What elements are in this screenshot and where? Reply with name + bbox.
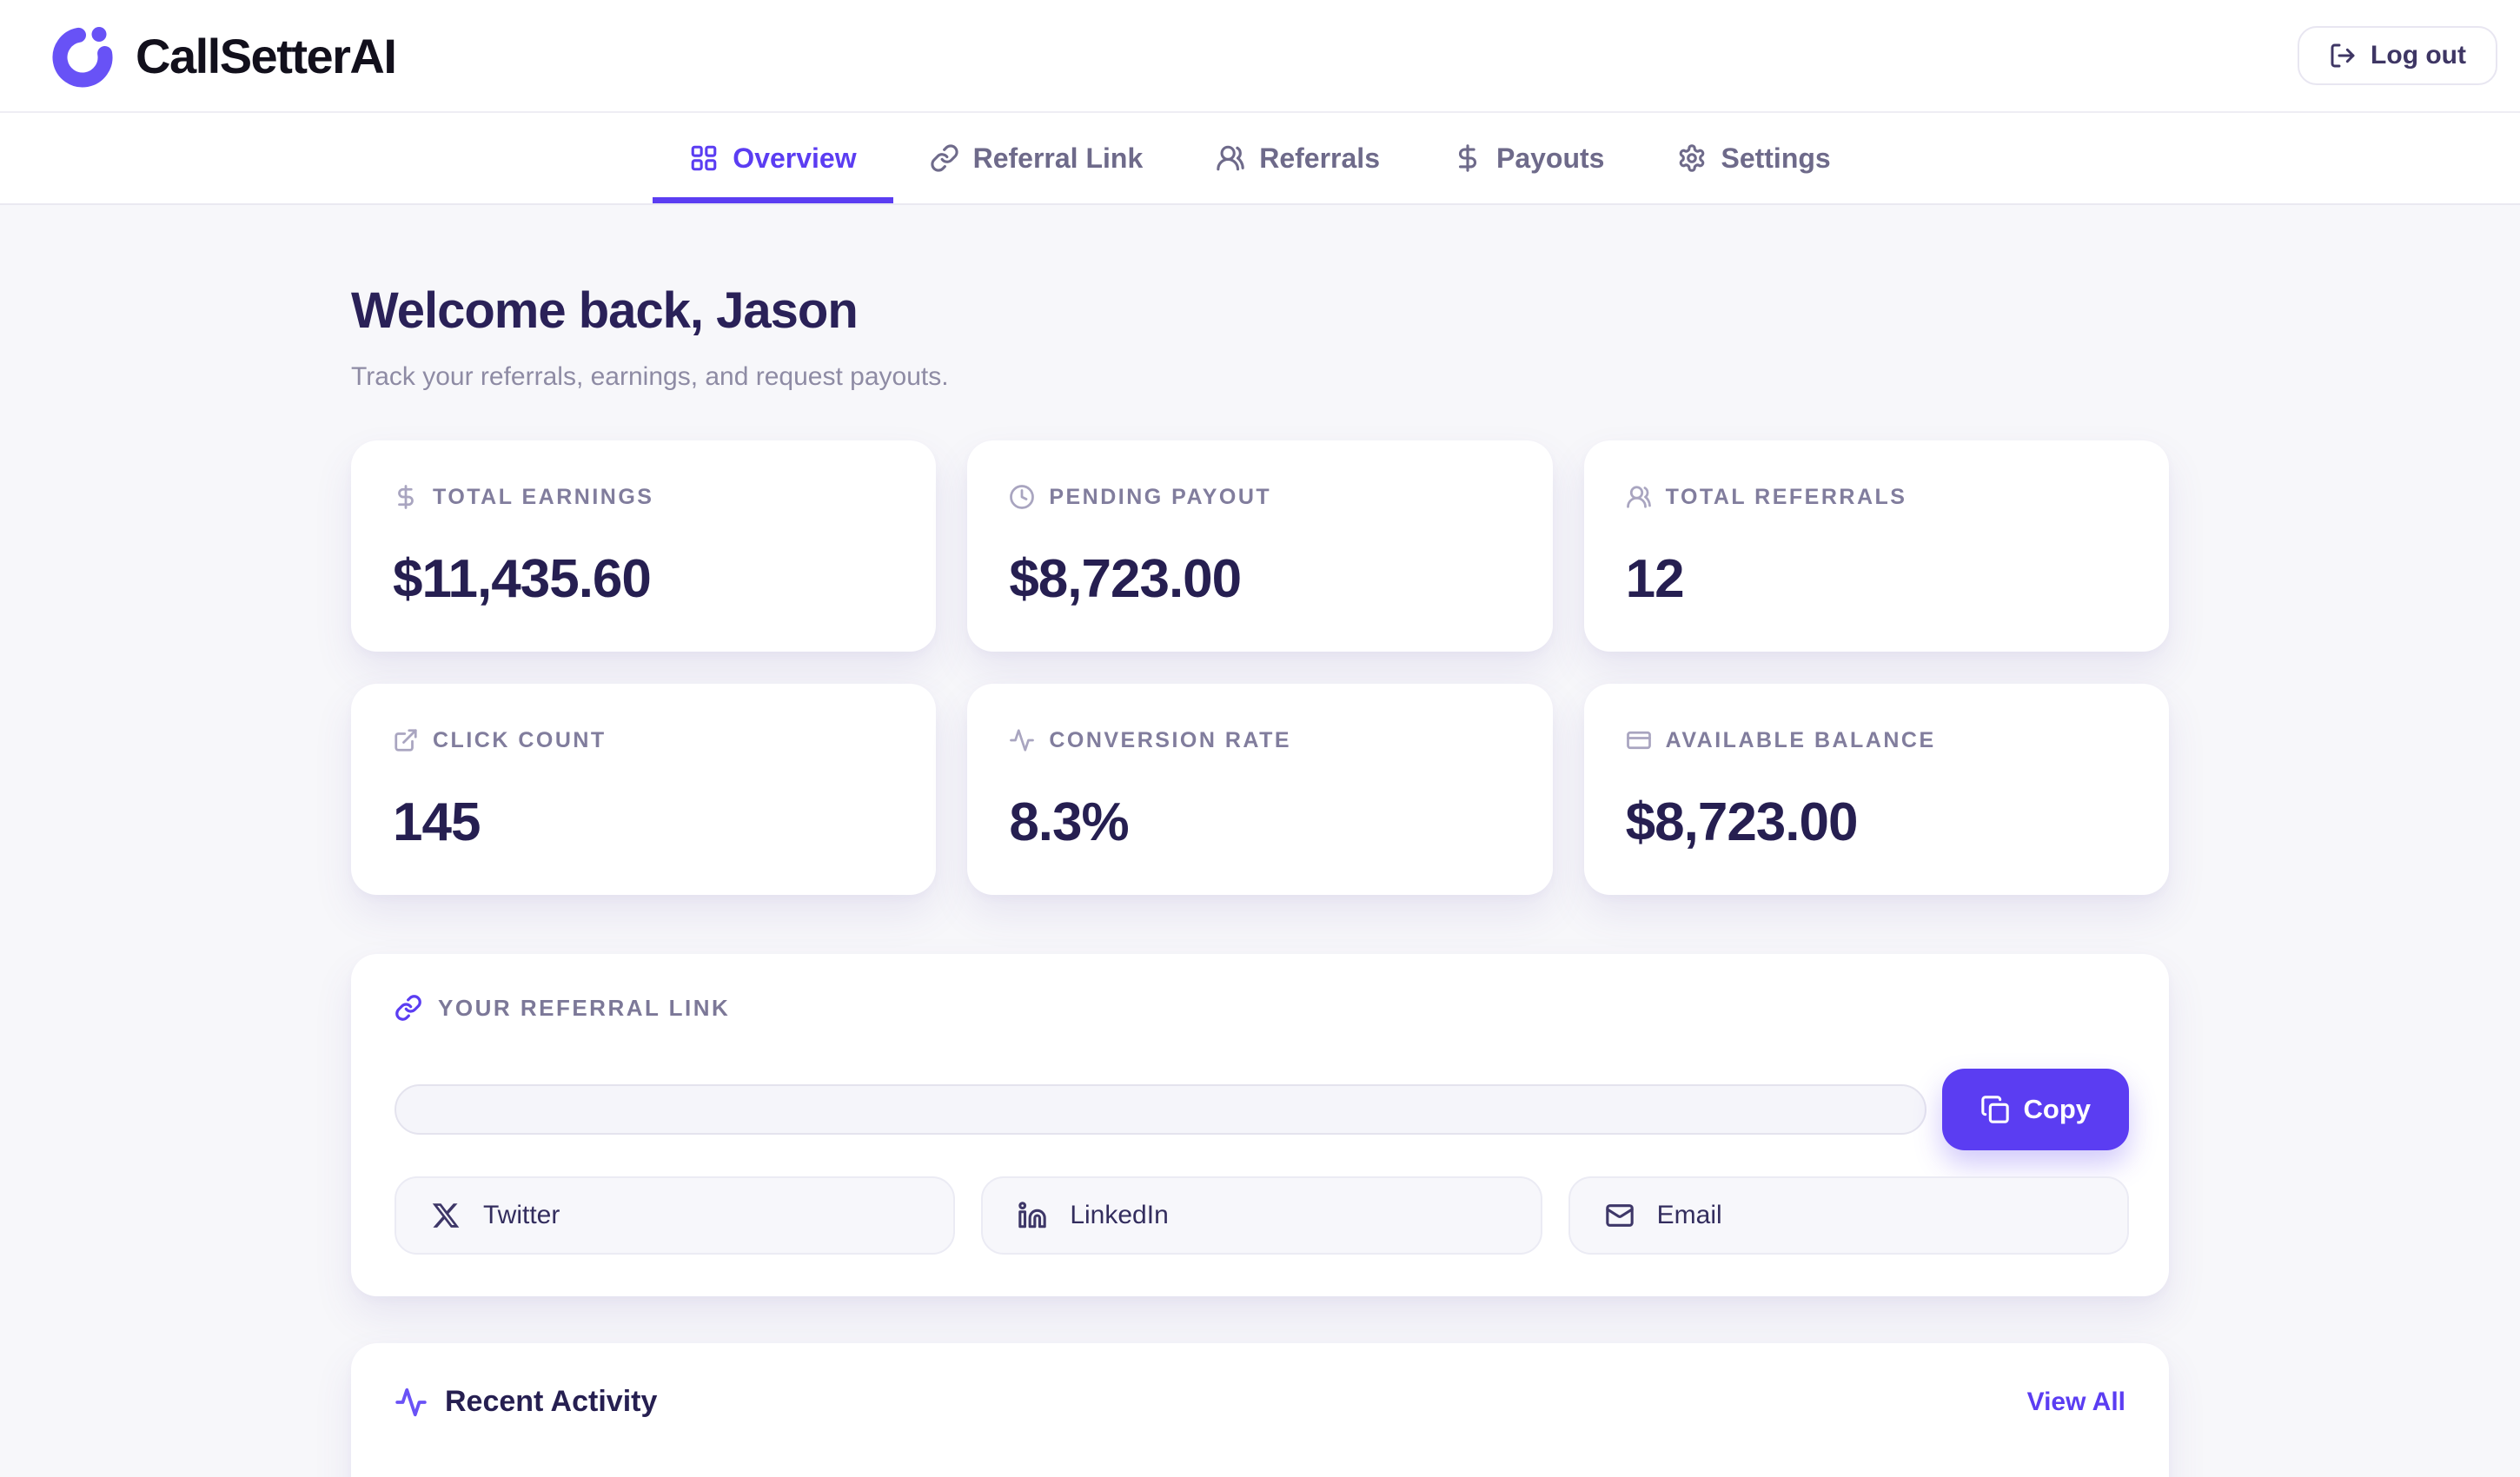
tab-label: Overview	[733, 142, 857, 174]
stat-label: Total Referrals	[1665, 484, 1907, 509]
view-all-link[interactable]: View All	[2026, 1387, 2125, 1416]
stat-value: 145	[393, 792, 481, 852]
logout-label: Log out	[2371, 41, 2466, 70]
copy-button[interactable]: Copy	[1941, 1069, 2129, 1150]
activity-title: Recent Activity	[445, 1385, 658, 1418]
credit-card-icon	[1626, 727, 1652, 753]
stat-value: 8.3%	[1009, 792, 1129, 852]
users-icon	[1626, 484, 1652, 510]
x-logo-icon	[431, 1201, 461, 1230]
share-label: Email	[1656, 1201, 1722, 1229]
users-icon	[1216, 143, 1245, 173]
referral-link-card: Your Referral Link Copy Twitte	[351, 954, 2169, 1296]
linkedin-icon	[1018, 1201, 1047, 1230]
logout-icon	[2329, 42, 2357, 70]
tab-settings[interactable]: Settings	[1641, 113, 1867, 203]
stat-label: Total Earnings	[433, 484, 654, 509]
share-label: Twitter	[483, 1201, 560, 1229]
tab-overview[interactable]: Overview	[653, 113, 893, 203]
activity-icon	[395, 1386, 428, 1419]
tab-payouts[interactable]: Payouts	[1416, 113, 1641, 203]
logout-button[interactable]: Log out	[2298, 26, 2497, 85]
stat-value: $11,435.60	[393, 549, 652, 609]
link-icon	[930, 143, 959, 173]
main-nav: Overview Referral Link Referrals Payouts	[0, 113, 2520, 205]
clock-icon	[1009, 484, 1035, 510]
tab-referral-link[interactable]: Referral Link	[893, 113, 1180, 203]
tab-referrals[interactable]: Referrals	[1179, 113, 1416, 203]
page-title: Welcome back, Jason	[351, 282, 859, 339]
referral-section-label: Your Referral Link	[438, 994, 731, 1021]
share-linkedin-button[interactable]: LinkedIn	[981, 1176, 1542, 1255]
stat-label: Available Balance	[1665, 727, 1936, 752]
dollar-icon	[1453, 143, 1482, 173]
copy-icon	[1980, 1095, 2010, 1124]
stat-value: 12	[1625, 549, 1685, 609]
dollar-icon	[393, 484, 419, 510]
share-email-button[interactable]: Email	[1568, 1176, 2129, 1255]
page-subtitle: Track your referrals, earnings, and requ…	[351, 362, 949, 391]
gear-icon	[1677, 143, 1707, 173]
top-header: CallSetterAI Log out	[0, 0, 2520, 113]
stat-card-total-earnings: Total Earnings $11,435.60	[351, 440, 937, 652]
stat-card-click-count: Click Count 145	[351, 684, 937, 895]
share-label: LinkedIn	[1070, 1201, 1169, 1229]
external-link-icon	[393, 727, 419, 753]
stat-value: $8,723.00	[1625, 792, 1859, 852]
brand-logo-icon	[49, 21, 118, 90]
tab-label: Payouts	[1495, 142, 1605, 174]
stat-card-available-balance: Available Balance $8,723.00	[1583, 684, 2169, 895]
stat-label: Pending Payout	[1049, 484, 1272, 509]
brand-logo: CallSetterAI	[49, 21, 397, 90]
stat-value: $8,723.00	[1009, 549, 1242, 609]
brand-name: CallSetterAI	[136, 28, 397, 83]
copy-label: Copy	[2023, 1094, 2092, 1124]
recent-activity-card: Recent Activity View All	[351, 1343, 2169, 1477]
link-icon	[395, 994, 422, 1022]
stat-card-pending-payout: Pending Payout $8,723.00	[967, 440, 1553, 652]
grid-icon	[689, 143, 719, 173]
stats-grid: Total Earnings $11,435.60 Pending Payout…	[351, 440, 2169, 895]
share-twitter-button[interactable]: Twitter	[395, 1176, 956, 1255]
tab-label: Settings	[1721, 142, 1831, 174]
referral-link-input[interactable]	[395, 1084, 1926, 1135]
mail-icon	[1605, 1201, 1635, 1230]
stat-label: Click Count	[433, 727, 607, 752]
main-content: Welcome back, Jason Track your referrals…	[351, 205, 2169, 1477]
stat-card-total-referrals: Total Referrals 12	[1583, 440, 2169, 652]
tab-label: Referral Link	[972, 142, 1144, 174]
activity-icon	[1009, 727, 1035, 753]
tab-label: Referrals	[1259, 142, 1380, 174]
stat-label: Conversion Rate	[1049, 727, 1292, 752]
stat-card-conversion-rate: Conversion Rate 8.3%	[967, 684, 1553, 895]
